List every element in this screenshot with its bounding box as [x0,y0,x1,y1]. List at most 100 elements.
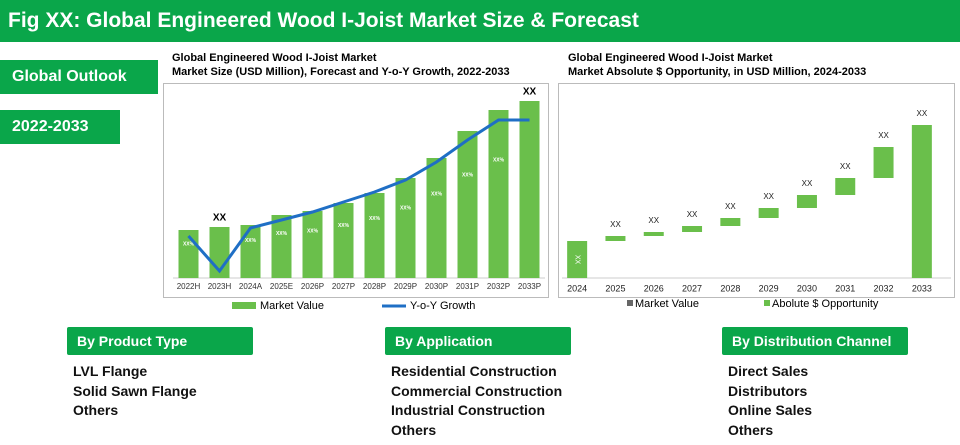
bar [873,147,894,178]
data-label: XX% [276,231,288,237]
segment-title: By Product Type [67,327,253,355]
segment-item: Residential Construction [391,363,557,379]
segment-item: Others [73,402,119,418]
legend-label: Y-o-Y Growth [410,300,475,312]
bar [271,215,292,278]
segment-item: Industrial Construction [391,402,545,418]
x-tick-label: 2027 [682,283,702,293]
x-tick-label: 2023H [208,282,232,291]
segment-item: Distributors [728,382,808,399]
x-tick-label: 2032P [487,282,510,291]
bar [519,101,540,278]
x-tick-label: 2025E [270,282,293,291]
data-label: XX% [493,158,505,164]
tag: 2022-2033 [0,110,120,144]
x-tick-label: 2033P [518,282,541,291]
data-label: XX [840,162,851,171]
tag: Global Outlook [0,60,158,94]
x-tick-label: 2028P [363,282,386,291]
bar [643,232,664,236]
legend-label: Market Value [260,300,324,312]
segment-item: Others [728,421,774,438]
x-tick-label: 2032 [874,283,894,293]
data-label: XX [213,213,227,224]
data-label: XX [573,255,580,265]
x-tick-label: 2030 [797,283,817,293]
data-label: XX [687,210,698,219]
bar [333,203,354,278]
bar [605,236,626,241]
x-tick-label: 2031P [456,282,479,291]
x-tick-label: 2030P [425,282,448,291]
x-tick-label: 2025 [605,283,625,293]
legend-label: Abolute $ Opportunity [772,298,879,310]
segment-title: By Application [385,327,571,355]
x-tick-label: 2028 [720,283,740,293]
data-label: XX% [338,223,350,229]
bar [364,193,385,278]
segment: By Application Residential Construction … [385,327,571,440]
segment-item: Others [391,421,437,438]
data-label: XX% [245,238,257,244]
x-tick-label: 2031 [835,283,855,293]
data-label: XX% [462,172,474,178]
x-tick-label: 2027P [332,282,355,291]
legend-label: Market Value [635,298,699,310]
panel [558,83,955,298]
data-label: XX [878,131,889,140]
data-label: XX% [369,216,381,222]
bar [457,131,478,278]
x-tick-label: 2029 [759,283,779,293]
bar [682,226,703,232]
segment-item: Direct Sales [728,363,809,379]
data-label: XX% [307,228,319,234]
x-tick-label: 2024A [239,282,263,291]
legend-swatch [764,300,770,306]
charts: Global Engineered Wood I-Joist Market Mar… [163,52,955,312]
x-tick-label: 2024 [567,283,587,293]
data-label: XX [917,109,928,118]
bar [426,158,447,278]
panel [163,83,549,298]
segment-item: Commercial Construction [391,382,563,399]
bar [911,125,932,278]
x-tick-label: 2026 [644,283,664,293]
chart-subtitle: Market Size (USD Million), Forecast and … [172,66,510,78]
header-title: Fig XX: Global Engineered Wood I-Joist M… [0,0,960,42]
data-label: XX [725,202,736,211]
x-tick-label: 2029P [394,282,417,291]
bar [796,195,817,208]
segment-item: LVL Flange [73,363,148,379]
data-label: XX [802,179,813,188]
bar [567,241,588,278]
segment-title: By Distribution Channel [722,327,908,355]
x-tick-label: 2026P [301,282,324,291]
legend-swatch [627,300,633,306]
bar [302,211,323,278]
line [187,118,530,274]
x-tick-label: 2022H [177,282,201,291]
data-label: XX [648,216,659,225]
x-tick-label: 2033 [912,283,932,293]
segment-item: Online Sales [728,402,813,418]
chart-subtitle: Market Absolute $ Opportunity, in USD Mi… [568,66,866,78]
data-label: XX% [183,242,195,248]
bar [488,110,509,278]
data-label: XX [610,220,621,229]
bar [720,218,741,226]
bar [395,178,416,278]
data-label: XX% [431,191,443,197]
legend-swatch [232,302,256,309]
bar [835,178,856,195]
chart-title: Global Engineered Wood I-Joist Market [172,52,377,64]
data-label: XX [763,192,774,201]
bar [240,225,261,278]
segment: By Distribution Channel Direct Sales Dis… [722,327,908,440]
segment: By Product Type LVL Flange Solid Sawn Fl… [67,327,253,421]
bar [758,208,779,218]
data-label: XX% [400,205,412,211]
chart-title: Global Engineered Wood I-Joist Market [568,52,773,64]
data-label: XX [523,87,537,98]
segment-item: Solid Sawn Flange [73,382,197,399]
